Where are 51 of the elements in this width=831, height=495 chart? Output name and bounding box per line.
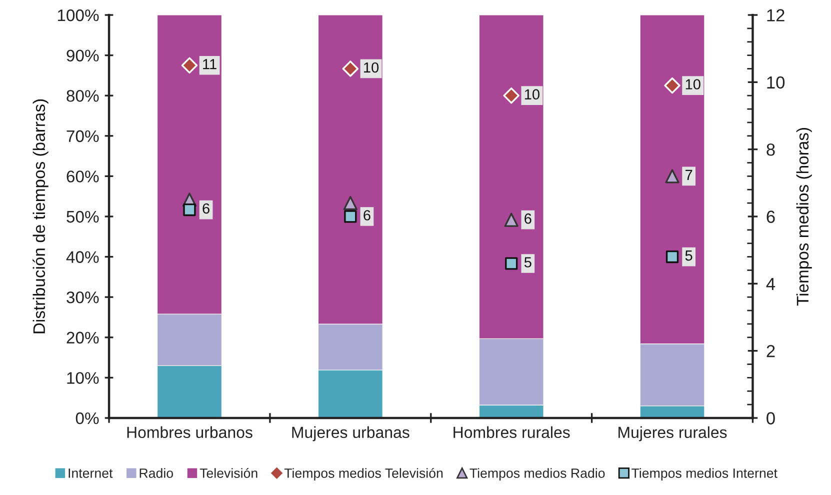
data-label: 6 <box>202 203 210 214</box>
data-label: 5 <box>685 250 692 261</box>
point <box>664 77 680 94</box>
y2-tick-label: 8 <box>766 143 775 156</box>
data-label: 10 <box>686 79 700 90</box>
point <box>343 196 358 210</box>
data-label: 10 <box>524 89 540 100</box>
data-label: 10 <box>364 62 379 73</box>
y2-tick-label: 12 <box>767 9 784 22</box>
point <box>666 250 679 264</box>
y2-tick-label: 4 <box>766 278 776 290</box>
y-tick-label: 20% <box>66 332 99 344</box>
x-tick-label: Hombres rurales <box>454 426 570 438</box>
x-tick-label: Mujeres urbanas <box>292 426 410 442</box>
legend-label: Tiempos medios Radio <box>470 468 605 481</box>
point <box>344 210 357 223</box>
y-tick-label: 100% <box>58 9 99 22</box>
data-label: 6 <box>364 210 370 220</box>
y2-tick-label: 2 <box>766 344 775 358</box>
y-tick-label: 80% <box>66 90 99 102</box>
data-label: 6 <box>524 213 532 224</box>
legend-label: Televisión <box>200 468 258 478</box>
y-tick-label: 90% <box>66 50 99 62</box>
point <box>181 57 198 74</box>
legend-label: Tiempos medios Televisión <box>284 468 443 481</box>
data-label: 7 <box>686 170 692 180</box>
point <box>505 257 518 270</box>
y-tick-label: 40% <box>66 251 99 263</box>
y-tick-label: 10% <box>67 372 99 384</box>
point <box>183 203 196 216</box>
x-tick-label: Mujeres rurales <box>618 426 727 442</box>
y-tick-label: 50% <box>66 210 99 223</box>
legend-label: Tiempos medios Internet <box>632 468 778 481</box>
y2-axis-title: Tiempos medios (horas) <box>796 128 812 306</box>
y-axis-title: Distribución de tiempos (barras) <box>32 99 48 334</box>
y2-tick-label: 6 <box>766 210 775 223</box>
data-label: 11 <box>203 59 216 70</box>
y2-tick-label: 0 <box>766 412 775 424</box>
y-tick-label: 60% <box>66 170 99 182</box>
y-tick-label: 70% <box>66 130 99 142</box>
point <box>665 169 680 184</box>
y2-tick-label: 10 <box>767 76 785 89</box>
y-tick-label: 30% <box>66 291 99 304</box>
data-label: 5 <box>524 257 532 268</box>
legend-label: Internet <box>68 468 113 478</box>
legend-label: Radio <box>140 468 174 478</box>
x-tick-label: Hombres urbanos <box>127 426 252 438</box>
y-tick-label: 0% <box>76 412 99 424</box>
point <box>503 87 520 104</box>
point <box>504 212 518 227</box>
point <box>342 60 359 77</box>
